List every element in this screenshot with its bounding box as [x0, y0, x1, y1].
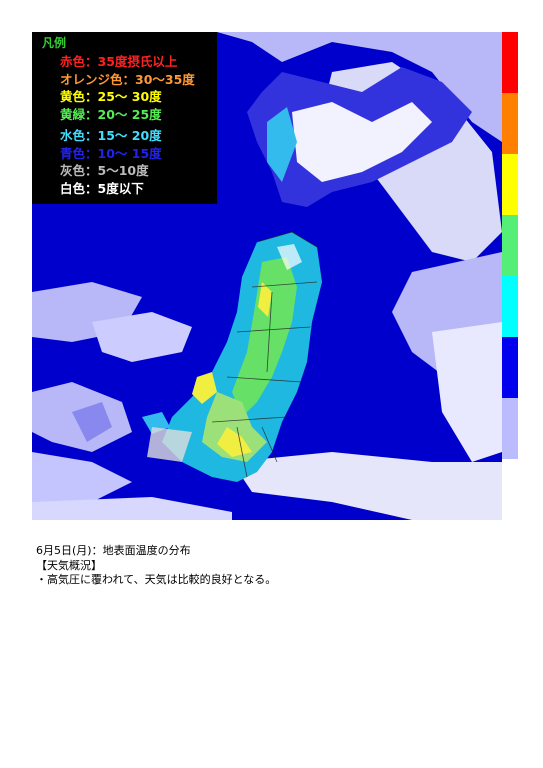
legend-item-yellowgreen: 黄緑：20～ 25度 [60, 106, 162, 122]
color-scale-bar [502, 32, 518, 459]
legend-item-yellow: 黄色：25～ 30度 [60, 89, 162, 104]
legend-item-gray: 灰色：5～10度 [60, 163, 149, 178]
legend: 凡例 赤色：35度摂氏以上 オレンジ色：30～35度 黄色：25～ 30度 黄緑… [32, 32, 217, 204]
legend-item-lightblue: 水色：15～ 20度 [60, 128, 162, 143]
legend-title: 凡例 [42, 36, 67, 50]
colorbar-segment-yellowgreen [502, 215, 518, 276]
caption-date-line: 6月5日(月)：地表面温度の分布 [36, 544, 191, 557]
colorbar-segment-orange [502, 93, 518, 154]
colorbar-segment-red [502, 32, 518, 93]
colorbar-segment-yellow [502, 154, 518, 215]
surface-temperature-map [32, 32, 502, 520]
legend-item-white: 白色：5度以下 [60, 180, 144, 196]
caption: 6月5日(月)：地表面温度の分布 【天気概況】 ・高気圧に覆われて、天気は比較的… [36, 544, 276, 588]
legend-item-red: 赤色：35度摂氏以上 [60, 54, 178, 69]
legend-item-orange: オレンジ色：30～35度 [60, 71, 195, 87]
legend-item-blue: 青色：10～ 15度 [60, 145, 162, 161]
colorbar-segment-cyan [502, 276, 518, 337]
colorbar-segment-blue [502, 337, 518, 398]
colorbar-segment-lavender [502, 398, 518, 459]
caption-heading: 【天気概況】 [36, 558, 102, 572]
caption-summary: ・高気圧に覆われて、天気は比較的良好となる。 [36, 573, 277, 586]
